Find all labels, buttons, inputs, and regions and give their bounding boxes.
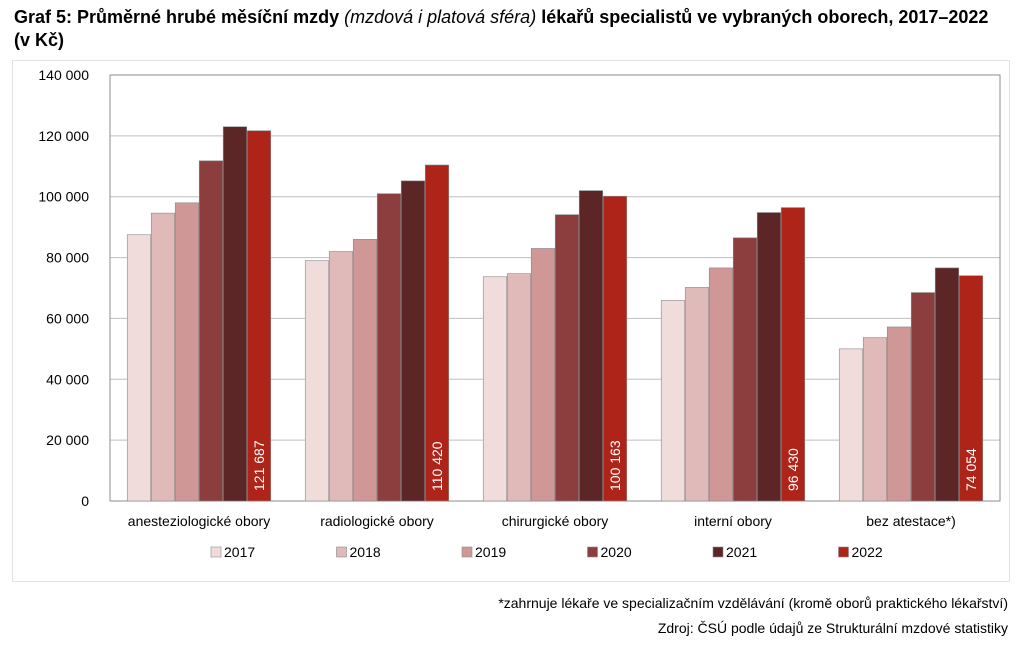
bar-2018-1 [328, 251, 354, 502]
bar-2022-4 [958, 275, 984, 502]
title-part-3: lékařů specialistů ve vybraných oborech,… [14, 7, 989, 50]
bar-2020-0 [198, 160, 224, 502]
legend-swatch-2022 [838, 546, 849, 558]
chart-title: Graf 5: Průměrné hrubé měsíční mzdy (mzd… [14, 6, 1004, 52]
x-category-label: radiologické obory [320, 513, 434, 529]
bar-2019-2 [530, 248, 556, 502]
y-tick-label: 80 000 [46, 250, 89, 266]
y-tick-label: 0 [81, 493, 89, 509]
y-tick-label: 140 000 [38, 67, 89, 83]
legend-swatch-2019 [461, 546, 473, 558]
legend: 2017 2018 2019 2020 2021 2022 [210, 544, 883, 560]
bars [126, 126, 984, 502]
bar-2021-4 [934, 267, 960, 502]
bar-2020-2 [554, 214, 580, 502]
data-label: 100 163 [607, 440, 623, 491]
legend-swatch-2020 [587, 546, 598, 558]
bar-2019-1 [352, 239, 378, 502]
data-label: 121 687 [251, 440, 267, 491]
bar-2022-3 [780, 207, 806, 502]
x-category-label: bez atestace*) [866, 513, 956, 529]
legend-swatch-2018 [336, 546, 347, 558]
data-label: 96 430 [785, 448, 801, 491]
y-tick-label: 20 000 [46, 432, 89, 448]
title-part-1: Graf 5: Průměrné hrubé měsíční mzdy [14, 7, 345, 27]
bar-2020-3 [732, 237, 758, 502]
bar-2017-2 [482, 276, 508, 502]
x-category-label: interní obory [694, 513, 772, 529]
bar-2020-4 [910, 292, 936, 502]
bar-2020-1 [376, 193, 402, 502]
bar-chart: 121 687 110 420 100 163 96 430 74 054 0 20 00… [38, 67, 1001, 560]
data-labels: 121 687 110 420 100 163 96 430 74 054 [251, 440, 979, 491]
x-category-label: chirurgické obory [502, 513, 609, 529]
y-tick-label: 120 000 [38, 128, 89, 144]
y-tick-label: 60 000 [46, 310, 89, 326]
bar-2022-2 [602, 195, 628, 502]
legend-label: 2022 [852, 544, 883, 560]
bar-2021-1 [400, 180, 426, 502]
data-label: 74 054 [963, 448, 979, 491]
legend-label: 2017 [224, 544, 255, 560]
bar-2021-2 [578, 190, 604, 502]
x-category-label: anesteziologické obory [128, 513, 270, 529]
footnote: *zahrnuje lékaře ve specializačním vzděl… [498, 595, 1008, 611]
bar-2018-0 [150, 212, 176, 502]
legend-label: 2020 [601, 544, 632, 560]
bar-2019-4 [886, 326, 912, 502]
bar-2018-4 [862, 337, 888, 502]
data-label: 110 420 [429, 441, 445, 491]
y-axis-ticks: 0 20 000 40 000 60 000 80 000 100 000 120 000 1… [38, 67, 89, 509]
y-tick-label: 40 000 [46, 371, 89, 387]
bar-2021-0 [222, 126, 248, 502]
y-tick-label: 100 000 [38, 189, 89, 205]
chart-frame [12, 60, 1010, 582]
bar-2021-3 [756, 212, 782, 502]
chart-notes: *zahrnuje lékaře ve specializačním vzděl… [498, 591, 1008, 641]
bar-2017-3 [660, 300, 686, 502]
legend-label: 2019 [475, 544, 506, 560]
legend-label: 2018 [350, 544, 381, 560]
bar-2017-1 [304, 260, 330, 502]
bar-2022-0 [246, 130, 272, 502]
title-part-2: (mzdová i platová sféra) [344, 7, 537, 27]
bar-2017-0 [126, 234, 152, 502]
bar-2017-4 [838, 348, 864, 502]
x-axis-categories: anesteziologické obory radiologické obory… [128, 513, 956, 529]
bar-2022-1 [424, 164, 450, 502]
legend-swatch-2021 [712, 546, 724, 558]
source-note: Zdroj: ČSÚ podle údajů ze Strukturální m… [657, 620, 1008, 636]
bar-2019-0 [174, 202, 200, 502]
bar-2019-3 [708, 267, 734, 502]
bar-2018-3 [684, 287, 710, 502]
legend-swatch-2017 [210, 546, 222, 558]
legend-label: 2021 [726, 544, 757, 560]
bar-2018-2 [506, 273, 532, 502]
